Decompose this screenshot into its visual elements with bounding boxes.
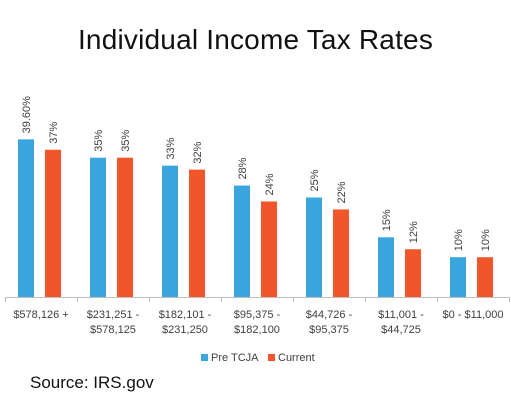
bar-current-2 <box>189 169 205 297</box>
data-label-pre-tcja-6: 10% <box>453 229 465 251</box>
x-tick-label-1: $231,251 -$578,125 <box>87 309 140 336</box>
data-label-current-4: 22% <box>336 181 348 203</box>
bar-pre-tcja-3 <box>234 185 250 297</box>
bar-current-6 <box>477 257 493 297</box>
legend-swatch <box>201 354 208 361</box>
bar-pre-tcja-1 <box>90 157 106 297</box>
x-tick-label-3: $95,375 -$182,100 <box>234 309 281 336</box>
bar-current-4 <box>333 209 349 297</box>
bar-current-1 <box>117 157 133 297</box>
x-tick-label-5: $11,001 -$44,725 <box>378 309 424 336</box>
data-label-pre-tcja-1: 35% <box>93 129 105 151</box>
data-label-current-2: 32% <box>192 141 204 163</box>
x-tick-label-6: $0 - $11,000 <box>443 309 504 321</box>
legend-swatch <box>268 354 275 361</box>
data-label-pre-tcja-3: 28% <box>237 157 249 179</box>
chart-title: Individual Income Tax Rates <box>77 24 434 55</box>
bar-current-0 <box>45 149 61 297</box>
bar-pre-tcja-6 <box>450 257 466 297</box>
x-tick-label-2: $182,101 -$231,250 <box>159 309 212 336</box>
x-axis: $578,126 + $231,251 -$578,125 $182,101 -$2… <box>5 297 510 336</box>
data-label-current-5: 12% <box>408 221 420 243</box>
bar-current-5 <box>405 249 421 297</box>
data-label-pre-tcja-0: 39.60% <box>21 96 33 134</box>
legend-label: Current <box>278 352 315 364</box>
data-label-current-1: 35% <box>120 129 132 151</box>
data-label-current-6: 10% <box>480 229 492 251</box>
bar-pre-tcja-2 <box>162 165 178 297</box>
data-label-current-0: 37% <box>48 122 60 144</box>
x-tick-label-4: $44,726 -$95,375 <box>306 309 353 336</box>
bar-current-3 <box>261 201 277 297</box>
data-label-pre-tcja-4: 25% <box>309 169 321 191</box>
x-tick-label-0: $578,126 + <box>13 309 68 321</box>
legend-item-pre-tcja: Pre TCJA <box>201 352 259 364</box>
bar-pre-tcja-0 <box>18 139 34 297</box>
data-label-pre-tcja-2: 33% <box>165 137 177 159</box>
legend-item-current: Current <box>268 352 315 364</box>
bars-layer <box>18 139 493 297</box>
source-note: Source: IRS.gov <box>30 373 154 392</box>
data-label-pre-tcja-5: 15% <box>381 209 393 231</box>
legend: Pre TCJA Current <box>201 352 315 364</box>
bar-pre-tcja-5 <box>378 237 394 297</box>
bar-pre-tcja-4 <box>306 197 322 297</box>
legend-label: Pre TCJA <box>211 352 259 364</box>
data-labels-layer: 39.60% 35% 33% 28% 25% 15% 10% 37% 35% 32% 24% 22% 1… <box>21 96 492 251</box>
data-label-current-3: 24% <box>264 173 276 195</box>
